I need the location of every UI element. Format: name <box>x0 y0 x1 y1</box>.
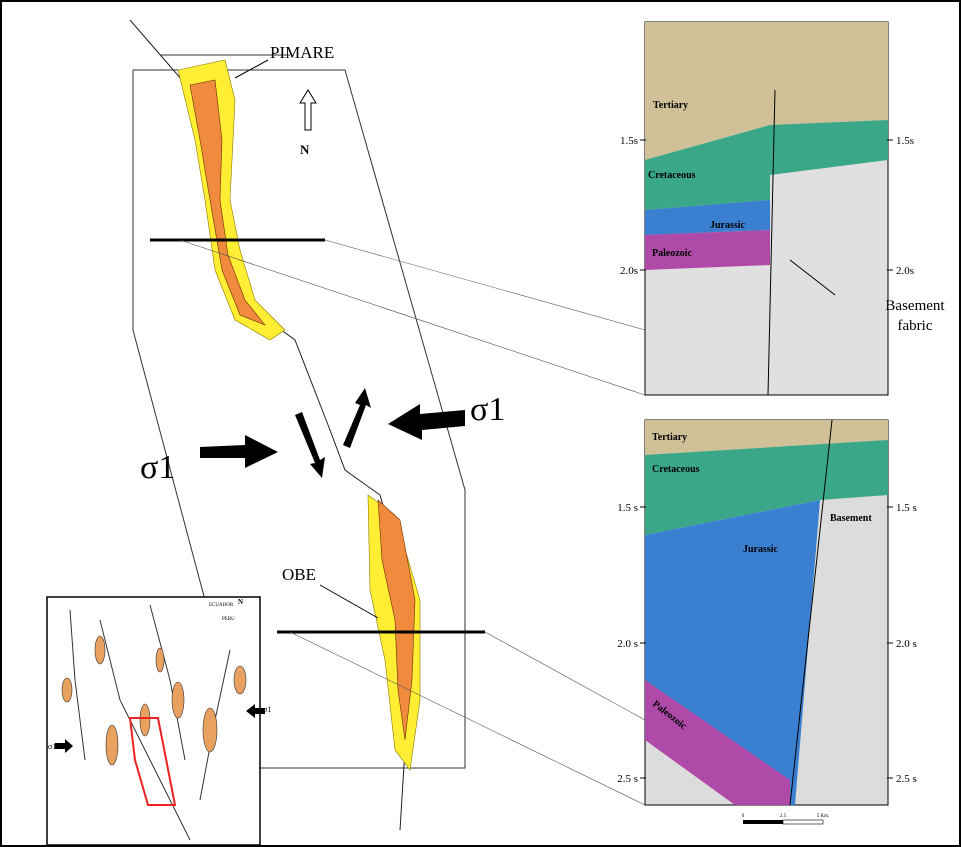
inset <box>47 597 265 845</box>
country-label: ECUADOR <box>209 603 234 608</box>
north-label: N <box>238 598 243 606</box>
unit-label: Cretaceous <box>648 170 696 181</box>
unit-label: Tertiary <box>652 432 687 443</box>
tick-label: 2.0s <box>620 265 638 277</box>
tick-label: 2.0 s <box>617 638 638 650</box>
unit-label: Tertiary <box>653 100 688 111</box>
inset-part <box>47 597 260 845</box>
figure: PIMARE N σ1 σ1 OBE ECUADOR PERU N σ1 σ1 <box>0 0 961 847</box>
inset-part-part <box>172 682 184 718</box>
seismic-section <box>645 420 888 805</box>
tick-label: 1.5s <box>896 135 914 147</box>
scale-bar <box>743 820 823 824</box>
inset-part-part <box>106 725 118 765</box>
annotation: Basement <box>885 298 945 314</box>
tick-label: 2.5 s <box>617 773 638 785</box>
unit-label: Jurassic <box>710 220 746 231</box>
scale-bar-part <box>743 820 783 824</box>
unit-label: Jurassic <box>743 544 779 555</box>
tick-label: 2.0 s <box>896 638 917 650</box>
tick-label: 1.5s <box>620 135 638 147</box>
inset-part-part <box>95 636 105 664</box>
country-label: PERU <box>222 617 235 622</box>
inset-part-part <box>203 708 217 752</box>
label: OBE <box>282 565 316 584</box>
stress-label: σ1 <box>470 391 505 428</box>
scale-label: 2.5 <box>780 814 787 819</box>
inset-part-part <box>62 678 72 702</box>
label: PIMARE <box>270 43 334 62</box>
annotation: fabric <box>898 318 933 334</box>
stress-label: σ1 <box>48 742 56 751</box>
unit-label: Cretaceous <box>652 464 700 475</box>
inset-part-part <box>140 704 150 736</box>
seismic-section <box>645 22 888 395</box>
north-label: N <box>300 142 310 157</box>
tick-label: 1.5 s <box>896 502 917 514</box>
inset-part-part <box>234 666 246 694</box>
stress-label: σ1 <box>140 449 175 486</box>
scale-bar-part <box>783 820 823 824</box>
scale-label: 5 Km. <box>817 814 830 819</box>
tick-label: 2.0s <box>896 265 914 277</box>
tick-label: 1.5 s <box>617 502 638 514</box>
page: PIMARE N σ1 σ1 OBE ECUADOR PERU N σ1 σ1 <box>0 0 961 847</box>
unit-label: Paleozoic <box>652 248 693 259</box>
stress-label: σ1 <box>263 705 271 714</box>
inset-part-part <box>156 648 164 672</box>
tick-label: 2.5 s <box>896 773 917 785</box>
unit-label: Basement <box>830 513 872 524</box>
